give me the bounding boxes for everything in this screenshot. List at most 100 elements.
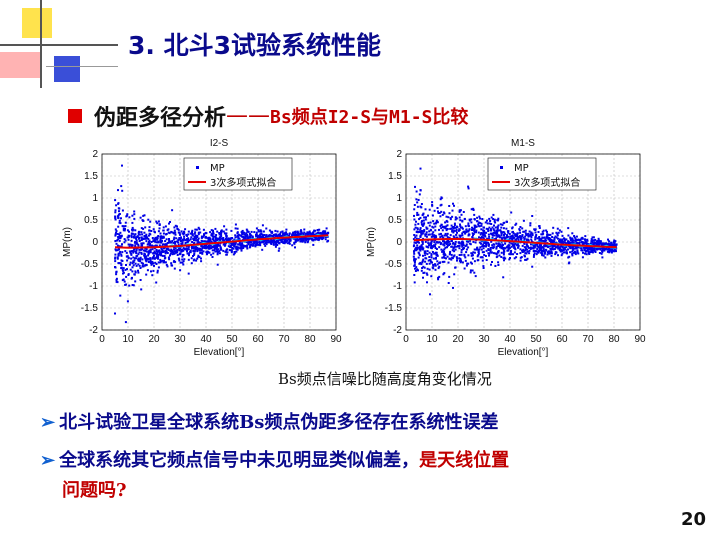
mp-point	[550, 252, 553, 255]
mp-point	[565, 251, 568, 254]
mp-point	[550, 238, 553, 241]
mp-point	[126, 213, 129, 216]
mp-point	[538, 227, 541, 229]
mp-point	[472, 234, 474, 237]
mp-point	[250, 241, 253, 244]
mp-point	[541, 246, 544, 249]
mp-point	[480, 232, 483, 234]
mp-point	[513, 251, 516, 254]
mp-point	[226, 251, 229, 254]
mp-point	[200, 260, 203, 263]
mp-point	[134, 257, 136, 260]
mp-point	[415, 266, 418, 269]
mp-point	[434, 234, 437, 237]
mp-point	[141, 233, 144, 236]
mp-point	[249, 237, 252, 240]
mp-point	[413, 249, 416, 252]
mp-point	[418, 218, 421, 220]
mp-point	[556, 227, 559, 230]
mp-point	[572, 239, 575, 242]
mp-point	[164, 256, 167, 259]
mp-point	[127, 238, 130, 241]
legend-fit-label: 3次多项式拟合	[514, 176, 580, 189]
mp-point	[531, 265, 534, 268]
mp-point	[613, 239, 616, 242]
mp-point	[431, 251, 434, 253]
mp-point	[283, 241, 286, 243]
mp-point	[428, 268, 431, 271]
mp-point	[159, 235, 162, 238]
mp-point	[478, 241, 481, 244]
mp-point	[136, 254, 139, 257]
mp-point	[120, 185, 123, 188]
mp-point	[500, 256, 503, 258]
mp-point	[272, 242, 275, 245]
mp-point	[583, 238, 586, 241]
mp-point	[135, 249, 138, 252]
mp-point	[611, 248, 613, 251]
mp-point	[538, 249, 540, 252]
mp-point	[160, 240, 163, 243]
mp-point	[218, 252, 221, 255]
mp-point	[211, 249, 214, 252]
mp-point	[276, 235, 279, 238]
mp-point	[424, 254, 427, 257]
mp-point	[499, 236, 501, 239]
mp-point	[420, 269, 423, 272]
mp-point	[558, 241, 561, 244]
mp-point	[471, 254, 474, 257]
mp-point	[480, 248, 483, 251]
mp-point	[131, 221, 134, 224]
mp-point	[165, 238, 168, 241]
mp-point	[310, 234, 313, 236]
mp-point	[137, 259, 140, 262]
mp-point	[131, 262, 134, 265]
mp-point	[162, 229, 165, 232]
mp-point	[458, 210, 461, 213]
mp-point	[436, 207, 439, 209]
mp-point	[199, 251, 202, 254]
mp-point	[428, 233, 431, 236]
mp-point	[191, 229, 194, 232]
mp-point	[125, 283, 128, 286]
mp-point	[313, 233, 316, 236]
mp-point	[184, 239, 187, 242]
mp-point	[477, 254, 480, 257]
mp-point	[177, 239, 180, 242]
mp-point	[415, 231, 418, 233]
mp-point	[327, 239, 330, 242]
mp-point	[608, 249, 611, 252]
mp-point	[536, 237, 539, 240]
mp-point	[487, 228, 489, 231]
mp-point	[212, 229, 214, 232]
mp-point	[124, 321, 127, 324]
mp-point	[488, 226, 491, 229]
mp-point	[534, 228, 537, 231]
mp-point	[196, 257, 199, 260]
mp-point	[207, 238, 210, 241]
mp-point	[286, 239, 289, 242]
mp-point	[555, 236, 558, 239]
mp-point	[561, 249, 564, 252]
mp-point	[501, 223, 504, 226]
mp-point	[500, 226, 503, 229]
mp-point	[499, 223, 502, 226]
mp-point	[488, 235, 491, 238]
mp-point	[446, 239, 449, 242]
mp-point	[156, 269, 159, 272]
mp-point	[440, 248, 443, 251]
mp-point	[512, 236, 515, 239]
mp-point	[147, 218, 150, 221]
mp-point	[438, 212, 441, 214]
mp-point	[120, 253, 123, 256]
mp-point	[518, 228, 521, 231]
mp-point	[257, 235, 260, 237]
mp-point	[445, 220, 448, 222]
mp-point	[522, 236, 525, 239]
mp-point	[182, 233, 185, 236]
mp-point	[205, 240, 208, 243]
mp-point	[175, 249, 178, 252]
mp-point	[584, 246, 587, 248]
mp-point	[420, 263, 423, 266]
mp-point	[492, 213, 495, 216]
